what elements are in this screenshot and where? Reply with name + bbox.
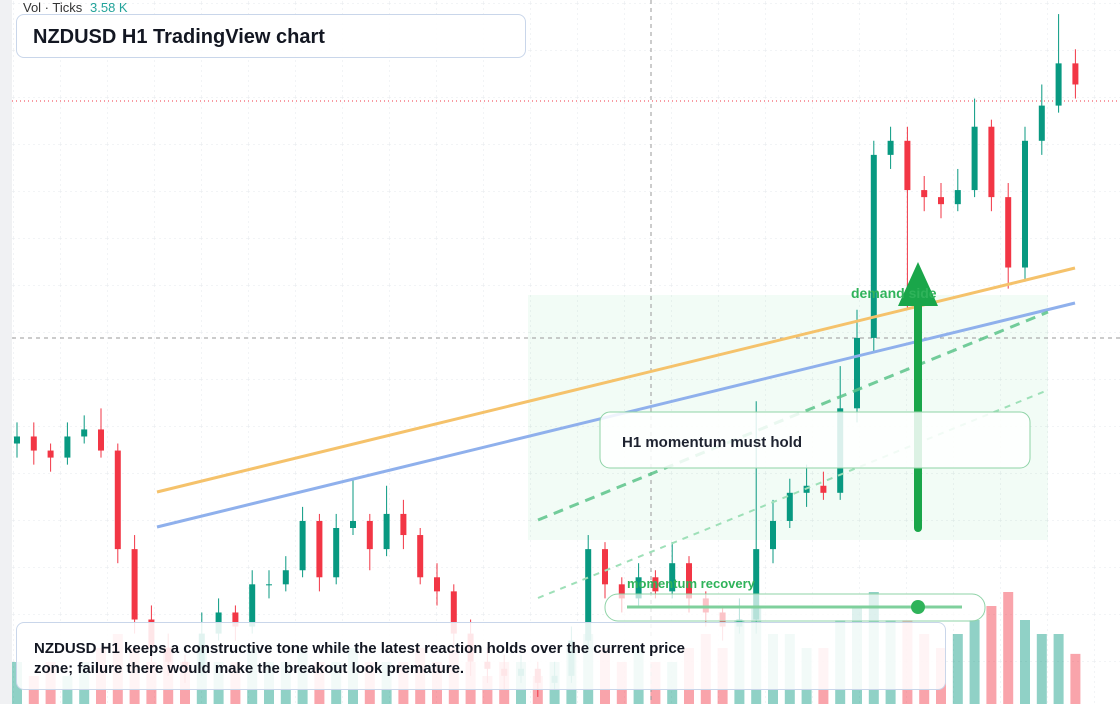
chart-title: NZDUSD H1 TradingView chart [33,26,325,48]
volume-bar [1003,592,1014,704]
volume-last: 3.58 K [90,0,128,15]
slider-knob [911,600,925,614]
callout-box [599,411,1031,469]
slider-label: momentum recovery [627,576,756,591]
candle-body [383,513,390,550]
candle-body [299,520,306,571]
candle-body [938,197,944,205]
candle-body [1072,63,1079,85]
candle-body [434,577,440,592]
callout-text: H1 momentum must hold [622,434,802,451]
candle-body [786,492,793,521]
candle-body [602,549,608,585]
candle-body [114,450,121,550]
candle-body [400,513,407,536]
candle-body [870,154,877,338]
candle-body [232,612,239,627]
arrow-head [898,262,938,306]
title-box: NZDUSD H1 TradingView chart [16,14,526,58]
candle-body [282,570,289,585]
candle-body [887,140,894,155]
candle-body [669,563,676,592]
candle-body [1005,197,1012,268]
candle-body [1022,140,1028,268]
candle-body [954,190,961,205]
volume-bar [62,676,73,704]
candle-body [854,337,860,409]
note-text: NZDUSD H1 keeps a constructive tone whil… [34,640,686,677]
candle-body [585,549,592,641]
candle-body [81,429,88,437]
grid [12,0,1120,704]
volume-bar [952,634,963,704]
volume-bar [28,676,39,704]
volume-bar [1053,634,1064,704]
candle-body [366,520,373,550]
candle-body [266,584,272,586]
candle-body [30,436,37,451]
candle-body [417,535,424,578]
volume-bar [1070,653,1081,704]
zone-label: demand side [851,285,937,301]
candle-body [753,549,760,620]
left-strip [0,0,12,704]
candle-body [820,485,827,493]
candle-body [249,584,256,627]
candle-body [1055,63,1062,106]
volume-bar [1036,634,1047,704]
candle-body [971,126,978,191]
volume-bar [482,676,493,704]
candle-body [47,450,54,458]
candle-body [350,520,356,528]
candle-body [98,429,104,451]
candle-body [770,520,776,550]
candle-body [64,436,71,458]
candle-body [316,520,323,578]
volume-bar [1020,620,1030,704]
candle-body [333,528,340,578]
candle-body [618,584,625,599]
candle-body [450,591,457,634]
candle-body [14,436,20,444]
candle-body [921,190,928,198]
volume-bar [986,606,997,704]
note-box: NZDUSD H1 keeps a constructive tone whil… [16,622,946,690]
candle-body [686,563,692,599]
candle-body [904,140,911,191]
candle-body [131,549,138,620]
volume-title: Vol · Ticks [23,0,83,15]
candle-body [635,577,642,599]
volume-bar [969,620,980,704]
candle-body [652,577,659,592]
candle-body [988,126,995,198]
candle-body [1038,105,1045,141]
